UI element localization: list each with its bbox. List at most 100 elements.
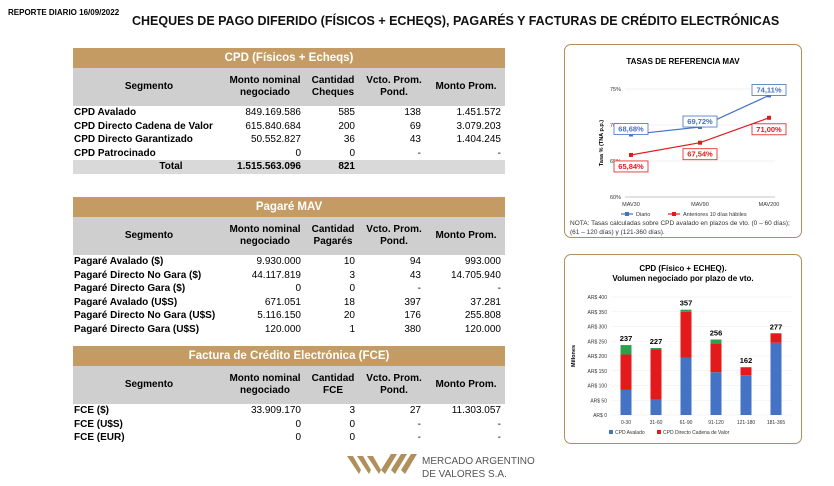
segment-cell: CPD Patrocinado <box>74 147 156 159</box>
table-row: Pagaré Avalado ($) 9.930.000 10 94 993.000 <box>73 255 505 269</box>
column-header: Segmento <box>124 378 174 390</box>
table-row: Pagaré Avalado (U$S) 671.051 18 397 37.281 <box>73 296 505 310</box>
data-label-box <box>682 148 718 161</box>
promedio-cell: 1.404.245 <box>456 134 502 145</box>
total-cantidad: 821 <box>338 161 355 172</box>
column-header: Cantidad Pagarés <box>311 223 355 248</box>
monto-cell: 50.552.827 <box>250 134 301 145</box>
bar-segment <box>740 367 752 376</box>
promedio-cell: - <box>497 283 501 294</box>
column-header: Vcto. Prom. Pond. <box>366 74 422 99</box>
x-tick-label: 61-90 <box>680 420 693 426</box>
legend-marker <box>657 430 661 434</box>
column-header: Monto Prom. <box>435 80 497 92</box>
column-header: Monto nominal negociado <box>229 223 301 248</box>
y-tick-label: 75% <box>610 87 621 93</box>
cantidad-cell: 0 <box>349 283 355 294</box>
table-row: Pagaré Directo No Gara ($) 44.117.819 3 43 1… <box>73 269 505 283</box>
y-tick-label: AR$ 350 <box>588 310 608 316</box>
column-header: Cantidad Cheques <box>311 74 355 99</box>
y-tick-label: AR$ 300 <box>588 325 608 331</box>
data-label-box <box>751 123 787 136</box>
legend-marker <box>672 212 676 216</box>
segment-cell: FCE (U$S) <box>74 418 123 430</box>
cpd-table-body: CPD Avalado 849.169.586 585 138 1.451.572 CPD… <box>73 106 505 160</box>
rates-line-chart: 60%65%70%75%Tasa % (TNA p.p.)MAV30MAV90M… <box>599 84 787 218</box>
promedio-cell: 11.303.057 <box>451 405 501 416</box>
segment-cell: CPD Directo Cadena de Valor <box>74 120 213 132</box>
volume-chart-subtitle: Volumen negociado por plazo de vto. <box>612 274 754 283</box>
data-point <box>629 152 633 157</box>
vcto-cell: - <box>417 283 421 294</box>
rates-chart-panel: TASAS DE REFERENCIA MAV 60%65%70%75%Tasa… <box>564 44 802 238</box>
company-name-line2: DE VALORES S.A. <box>422 469 507 480</box>
bar-segment <box>650 399 662 415</box>
bar-segment <box>680 357 692 415</box>
segment-cell: FCE ($) <box>74 405 109 416</box>
vcto-cell: 43 <box>409 134 421 145</box>
promedio-cell: 3.079.203 <box>456 120 502 132</box>
legend-label: Anteriores 10 días hábiles <box>683 212 747 218</box>
company-name: MERCADO ARGENTINO DE VALORES S.A. <box>422 455 535 481</box>
vcto-cell: 27 <box>409 405 421 416</box>
table-row: CPD Avalado 849.169.586 585 138 1.451.572 <box>73 106 505 120</box>
pagare-table-body: Pagaré Avalado ($) 9.930.000 10 94 993.000 Pa… <box>73 255 505 336</box>
data-label-box <box>682 115 718 128</box>
y-axis-label: Tasa % (TNA p.p.) <box>599 120 605 166</box>
cantidad-cell: 0 <box>349 432 355 443</box>
legend-marker <box>625 212 629 216</box>
vcto-cell: - <box>417 147 421 159</box>
legend-label: CPD Directo Cadena de Valor <box>663 430 730 436</box>
y-tick-label: 60% <box>610 195 621 201</box>
monto-cell: 0 <box>295 147 301 159</box>
vcto-cell: 94 <box>409 256 421 267</box>
vcto-cell: 176 <box>404 310 421 321</box>
total-monto: 1.515.563.096 <box>237 161 301 172</box>
column-header: Segmento <box>124 229 174 241</box>
pagare-table: Pagaré MAV Segmento Monto nominal negoci… <box>73 197 505 336</box>
cpd-table-title: CPD (Físicos + Echeqs) <box>73 48 505 68</box>
table-row: CPD Patrocinado 0 0 - - <box>73 147 505 161</box>
cantidad-cell: 585 <box>338 107 355 118</box>
vcto-cell: - <box>417 432 421 443</box>
volume-chart-panel: CPD (Físico + ECHEQ). Volumen negociado … <box>564 254 802 444</box>
bar-segment <box>620 345 632 355</box>
monto-cell: 33.909.170 <box>250 405 301 416</box>
data-label-box <box>613 160 649 173</box>
promedio-cell: 37.281 <box>470 296 501 308</box>
segment-cell: Pagaré Directo No Gara ($) <box>74 269 202 281</box>
data-point <box>767 115 771 120</box>
monto-cell: 0 <box>295 283 301 294</box>
company-name-line1: MERCADO ARGENTINO <box>422 456 535 467</box>
monto-cell: 9.930.000 <box>256 256 302 267</box>
monto-cell: 5.116.150 <box>257 310 301 321</box>
cantidad-cell: 0 <box>349 147 355 159</box>
x-tick-label: 121-180 <box>737 420 756 426</box>
column-header: Vcto. Prom. Pond. <box>366 372 422 397</box>
segment-cell: Pagaré Directo Gara ($) <box>74 283 186 294</box>
total-vcto <box>361 160 427 174</box>
segment-cell: Pagaré Directo Gara (U$S) <box>74 323 200 335</box>
legend-label: Diario <box>636 212 650 218</box>
legend-marker <box>609 430 613 434</box>
bar-segment <box>770 333 782 343</box>
promedio-cell: - <box>497 147 501 159</box>
rates-chart-title: TASAS DE REFERENCIA MAV <box>626 57 740 66</box>
data-label: 69,72% <box>687 117 713 126</box>
pagare-table-title: Pagaré MAV <box>73 197 505 217</box>
vcto-cell: - <box>417 418 421 430</box>
fce-table-header: Segmento Monto nominal negociado Cantida… <box>73 366 505 404</box>
cantidad-cell: 20 <box>343 310 355 321</box>
table-row: FCE (U$S) 0 0 - - <box>73 418 505 432</box>
promedio-cell: 255.808 <box>464 310 501 321</box>
rates-chart-note: NOTA: Tasas calculadas sobre CPD avalado… <box>570 220 790 236</box>
y-tick-label: AR$ 200 <box>588 354 608 360</box>
fce-table: Factura de Crédito Electrónica (FCE) Seg… <box>73 346 505 445</box>
report-date: REPORTE DIARIO 16/09/2022 <box>8 8 120 17</box>
bar-total-label: 237 <box>620 334 633 343</box>
bar-segment <box>710 343 722 373</box>
x-tick-label: 0-30 <box>621 420 631 426</box>
monto-cell: 44.117.819 <box>251 269 301 281</box>
total-label: Total <box>159 161 183 172</box>
y-tick-label: AR$ 100 <box>588 384 608 390</box>
